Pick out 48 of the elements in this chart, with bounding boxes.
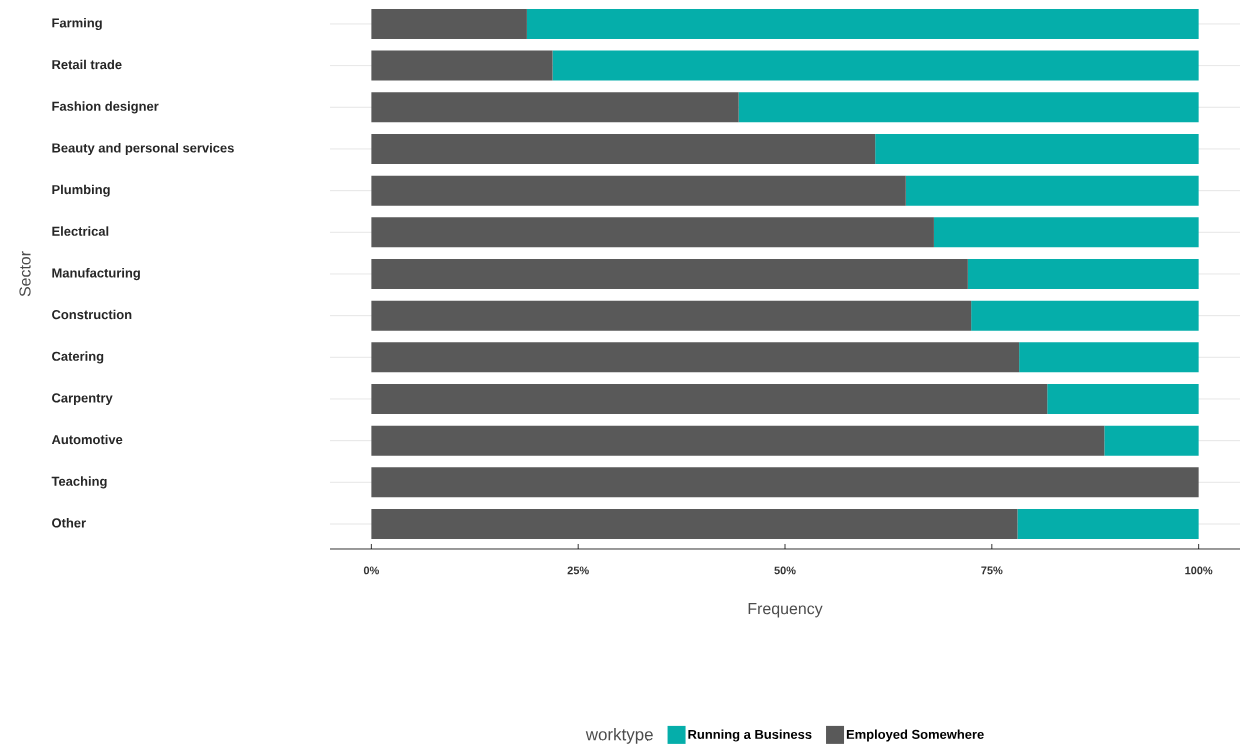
bar (967, 258, 1199, 289)
bar (1019, 342, 1199, 373)
bar (905, 175, 1199, 206)
bar (875, 133, 1199, 164)
y-tick-label: Teaching (51, 476, 107, 489)
bar (371, 133, 876, 164)
bar (371, 175, 906, 206)
y-tick-label: Plumbing (52, 184, 110, 197)
bar (1104, 425, 1199, 456)
y-tick-label: Automotive (51, 434, 123, 445)
bar (371, 300, 972, 331)
y-tick-label: Catering (52, 351, 104, 364)
y-axis-title: Sector (19, 251, 31, 297)
bar (552, 50, 1199, 81)
x-tick-label: 50% (774, 566, 796, 575)
bar (371, 258, 968, 289)
y-tick-label: Farming (52, 17, 102, 31)
bar (1047, 383, 1199, 414)
legend-label: Employed Somewhere (846, 729, 984, 742)
x-tick-label: 25% (567, 566, 589, 575)
bar (526, 8, 1199, 39)
bar (371, 50, 553, 81)
y-tick-label: Construction (52, 309, 132, 320)
bar (371, 508, 1018, 539)
y-tick-label: Retail trade (52, 59, 122, 70)
bar (1017, 508, 1199, 539)
bar (371, 92, 739, 123)
bar (371, 425, 1105, 456)
x-tick-label: 100% (1185, 566, 1213, 575)
y-tick-label: Carpentry (52, 393, 113, 406)
bar (371, 217, 934, 248)
y-tick-label: Other (52, 518, 86, 528)
y-tick-label: Manufacturing (52, 268, 140, 281)
y-tick-label: Fashion designer (52, 101, 159, 114)
bar (933, 217, 1199, 248)
x-tick-label: 0% (363, 566, 379, 575)
bar (371, 8, 527, 39)
x-tick-label: 75% (981, 566, 1003, 575)
legend-label: Running a Business (688, 729, 812, 742)
bar (371, 383, 1048, 414)
bar (738, 92, 1199, 123)
y-tick-label: Beauty and personal services (52, 142, 234, 156)
y-tick-label: Electrical (52, 226, 109, 236)
bar (371, 342, 1020, 373)
bar (971, 300, 1199, 331)
x-axis-title: Frequency (748, 603, 823, 618)
legend-title: worktype (585, 728, 653, 744)
bar (371, 467, 1199, 498)
